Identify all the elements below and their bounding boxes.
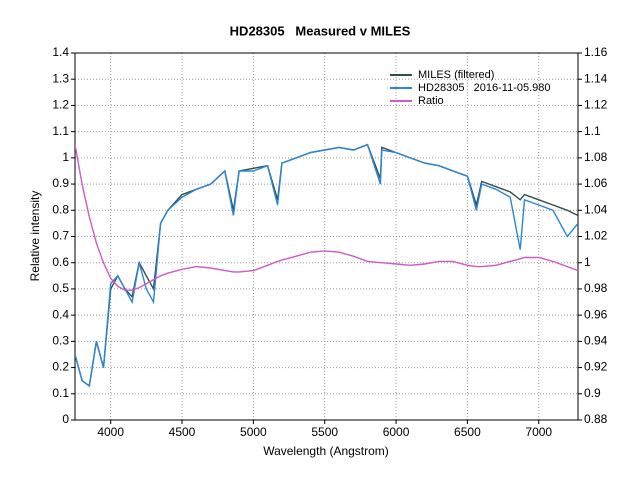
x-tick-label: 7000 [525,425,552,439]
series-line [75,144,578,291]
legend-label: MILES (filtered) [418,69,494,81]
y-tick-label: 0.3 [52,334,69,348]
x-tick-label: 4000 [97,425,124,439]
x-tick-label: 5500 [311,425,338,439]
y-tick-label: 1.4 [52,45,69,59]
y2-tick-label: 0.94 [584,334,608,348]
y-tick-label: 0.4 [52,307,69,321]
plot-frame [74,52,579,421]
y-tick-label: 0.9 [52,176,69,190]
y-tick-label: 0.6 [52,255,69,269]
y2-tick-label: 1.02 [584,229,608,243]
y2-tick-label: 0.98 [584,281,608,295]
y2-tick-label: 1.16 [584,45,608,59]
x-axis-label: Wavelength (Angstrom) [263,444,389,458]
x-tick-label: 6000 [383,425,410,439]
x-tick-label: 6500 [454,425,481,439]
y2-tick-label: 1.14 [584,71,608,85]
y2-tick-label: 0.9 [584,386,601,400]
y-tick-label: 1.1 [52,124,69,138]
y-tick-label: 1 [62,150,69,164]
legend-label: Ratio [418,95,444,107]
y2-tick-label: 1.12 [584,98,608,112]
y-tick-label: 0 [62,412,69,426]
y2-tick-label: 1.04 [584,202,608,216]
x-tick-label: 5000 [240,425,267,439]
y2-tick-label: 0.96 [584,307,608,321]
y-tick-label: 0.5 [52,281,69,295]
y-tick-label: 0.7 [52,229,69,243]
y2-tick-label: 0.88 [584,412,608,426]
series-line [75,143,578,388]
y-axis-label: Relative intensity [28,191,42,282]
y2-tick-label: 1.06 [584,176,608,190]
y-tick-label: 0.1 [52,386,69,400]
y-tick-label: 1.3 [52,71,69,85]
y2-tick-label: 0.92 [584,360,608,374]
y2-tick-label: 1.08 [584,150,608,164]
legend-label: HD28305 2016-11-05.980 [418,82,551,94]
y-tick-label: 1.2 [52,98,69,112]
y2-tick-label: 1.1 [584,124,601,138]
y2-tick-label: 1 [584,255,591,269]
y-tick-label: 0.2 [52,360,69,374]
chart-title: HD28305 Measured v MILES [230,23,411,38]
y-tick-label: 0.8 [52,202,69,216]
series-line [75,143,578,388]
x-tick-label: 4500 [169,425,196,439]
